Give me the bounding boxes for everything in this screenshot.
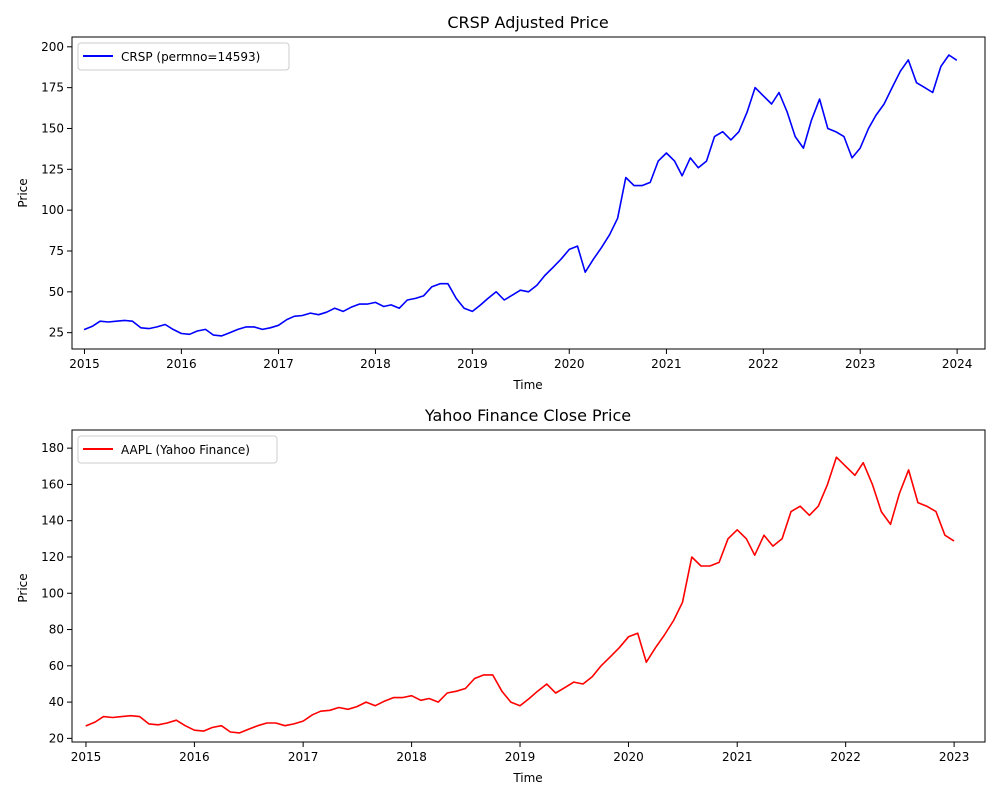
top-chart-title: CRSP Adjusted Price: [447, 13, 608, 32]
top-x-tick-label: 2017: [263, 357, 294, 371]
top-x-tick-label: 2015: [69, 357, 100, 371]
bottom-y-tick-label: 20: [49, 731, 64, 745]
top-y-tick-label: 25: [49, 326, 64, 340]
bottom-y-axis-label: Price: [16, 573, 30, 602]
top-plot-frame: [71, 36, 986, 350]
bottom-y-tick-label: 140: [41, 514, 64, 528]
top-y-tick-label: 125: [41, 162, 64, 176]
bottom-y-tick-label: 80: [49, 623, 64, 637]
top-y-ticks: 25 50 75 100 125 150 175 200: [41, 40, 72, 340]
top-y-tick-label: 75: [49, 244, 64, 258]
bottom-plot-frame: [71, 429, 986, 743]
top-y-axis-label: Price: [16, 178, 30, 207]
top-x-tick-label: 2018: [360, 357, 391, 371]
top-y-tick-label: 175: [41, 81, 64, 95]
top-x-tick-label: 2023: [845, 357, 876, 371]
top-series-line-0: [83, 54, 958, 337]
top-x-tick-label: 2022: [748, 357, 779, 371]
bottom-x-tick-label: 2019: [505, 750, 536, 764]
top-x-tick-label: 2020: [554, 357, 585, 371]
bottom-x-tick-label: 2017: [288, 750, 319, 764]
top-x-tick-label: 2024: [942, 357, 973, 371]
bottom-legend-label: AAPL (Yahoo Finance): [121, 443, 250, 457]
bottom-y-tick-label: 160: [41, 477, 64, 491]
bottom-chart-title: Yahoo Finance Close Price: [424, 406, 631, 425]
top-series-group: [83, 54, 958, 337]
bottom-y-ticks: 20 40 60 80 100 120 140 160 180: [41, 441, 72, 745]
top-y-tick-label: 50: [49, 285, 64, 299]
bottom-series-line-0: [85, 456, 955, 734]
bottom-x-ticks: 2015 2016 2017 2018 2019 2020 2021 2022 2023: [71, 742, 970, 764]
top-x-ticks: 2015 2016 2017 2018 2019 2020 2021 2022 2023 2024: [69, 349, 972, 371]
bottom-y-tick-label: 180: [41, 441, 64, 455]
bottom-x-tick-label: 2020: [613, 750, 644, 764]
bottom-x-tick-label: 2015: [71, 750, 102, 764]
bottom-y-tick-label: 60: [49, 659, 64, 673]
bottom-chart: Yahoo Finance Close Price 2015 2016 2017 20…: [16, 406, 986, 785]
top-x-tick-label: 2019: [457, 357, 488, 371]
top-legend-label: CRSP (permno=14593): [121, 50, 260, 64]
top-x-tick-label: 2021: [651, 357, 682, 371]
top-x-tick-label: 2016: [166, 357, 197, 371]
top-y-tick-label: 200: [41, 40, 64, 54]
bottom-y-tick-label: 120: [41, 550, 64, 564]
bottom-series-group: [85, 456, 955, 734]
top-y-tick-label: 100: [41, 203, 64, 217]
bottom-x-tick-label: 2016: [179, 750, 210, 764]
bottom-x-tick-label: 2018: [396, 750, 427, 764]
top-y-tick-label: 150: [41, 121, 64, 135]
bottom-x-tick-label: 2023: [939, 750, 970, 764]
top-legend-box: [77, 42, 290, 71]
bottom-y-tick-label: 40: [49, 695, 64, 709]
bottom-x-tick-label: 2021: [722, 750, 753, 764]
top-legend: CRSP (permno=14593): [77, 42, 290, 71]
top-x-axis-label: Time: [512, 378, 542, 392]
top-chart: CRSP Adjusted Price 2015 2016 2017 2018 2019…: [16, 13, 986, 392]
bottom-x-axis-label: Time: [512, 771, 542, 785]
bottom-legend-box: [77, 435, 278, 464]
bottom-x-tick-label: 2022: [830, 750, 861, 764]
bottom-y-tick-label: 100: [41, 586, 64, 600]
bottom-legend: AAPL (Yahoo Finance): [77, 435, 278, 464]
